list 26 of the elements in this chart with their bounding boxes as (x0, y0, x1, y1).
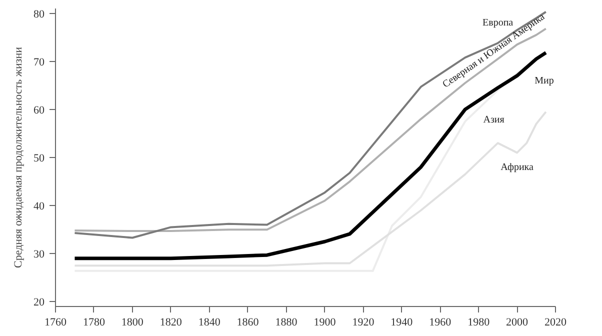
y-tick-label: 30 (34, 248, 45, 261)
series-label: Азия (483, 114, 505, 126)
x-tick-label: 1860 (236, 316, 260, 328)
x-tick-label: 1840 (198, 316, 221, 328)
series-label: Африка (500, 162, 534, 174)
y-axis-title: Средняя ожидаемая продолжительность жизни (12, 46, 24, 268)
x-tick-label: 1760 (44, 316, 67, 328)
x-tick-label: 1880 (275, 316, 298, 328)
y-tick-label: 60 (34, 104, 45, 116)
x-tick-label: 1820 (160, 316, 182, 328)
y-tick-label: 40 (34, 200, 45, 213)
x-tick-label: 1980 (468, 316, 490, 328)
x-tick-label: 2020 (544, 316, 567, 328)
series-label: Мир (534, 75, 554, 86)
y-tick-label: 80 (34, 8, 45, 20)
y-tick-label: 70 (34, 56, 45, 68)
x-tick-label: 1780 (82, 316, 106, 328)
x-tick-label: 1900 (314, 316, 336, 328)
x-tick-label: 1960 (429, 316, 452, 328)
x-tick-label: 1800 (121, 316, 144, 328)
series-label: Европа (482, 18, 514, 29)
x-tick-label: 1920 (352, 316, 375, 328)
y-tick-label: 50 (34, 152, 45, 164)
y-tick-label: 20 (34, 296, 45, 309)
x-tick-label: 1940 (390, 316, 414, 328)
x-tick-label: 2000 (506, 316, 529, 328)
